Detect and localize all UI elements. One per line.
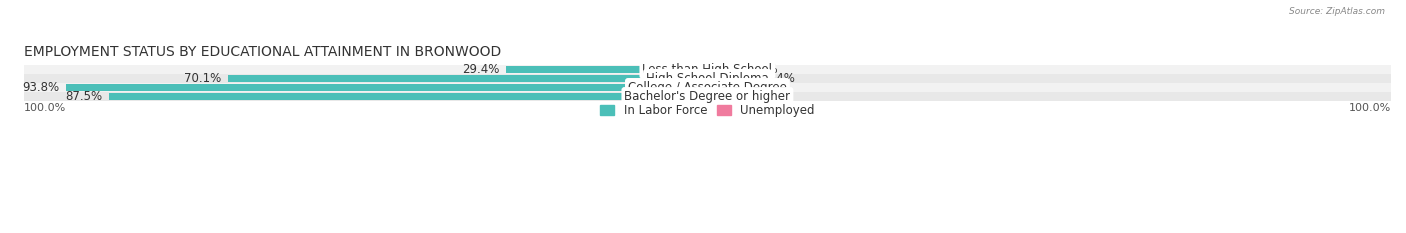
Text: 100.0%: 100.0% [1348, 103, 1391, 113]
Text: 0.0%: 0.0% [748, 63, 778, 76]
Bar [707, 84, 741, 91]
Bar [110, 93, 707, 100]
Text: 93.8%: 93.8% [22, 81, 59, 94]
Bar [707, 66, 741, 73]
Legend: In Labor Force, Unemployed: In Labor Force, Unemployed [600, 104, 814, 117]
Bar [24, 92, 1391, 101]
Text: 70.1%: 70.1% [184, 72, 221, 85]
Text: High School Diploma: High School Diploma [645, 72, 769, 85]
Text: 29.4%: 29.4% [463, 63, 499, 76]
Bar [707, 93, 741, 100]
Text: 0.0%: 0.0% [748, 90, 778, 103]
Bar [506, 66, 707, 73]
Bar [228, 75, 707, 82]
Text: 0.0%: 0.0% [748, 81, 778, 94]
Text: Source: ZipAtlas.com: Source: ZipAtlas.com [1289, 7, 1385, 16]
Bar [707, 75, 758, 82]
Text: EMPLOYMENT STATUS BY EDUCATIONAL ATTAINMENT IN BRONWOOD: EMPLOYMENT STATUS BY EDUCATIONAL ATTAINM… [24, 45, 501, 59]
Text: 87.5%: 87.5% [65, 90, 103, 103]
Text: 100.0%: 100.0% [24, 103, 66, 113]
Text: Less than High School: Less than High School [643, 63, 772, 76]
Text: Bachelor's Degree or higher: Bachelor's Degree or higher [624, 90, 790, 103]
Bar [66, 84, 707, 91]
Bar [24, 65, 1391, 74]
Bar [24, 74, 1391, 83]
Text: 7.4%: 7.4% [765, 72, 794, 85]
Bar [24, 83, 1391, 92]
Text: College / Associate Degree: College / Associate Degree [628, 81, 787, 94]
